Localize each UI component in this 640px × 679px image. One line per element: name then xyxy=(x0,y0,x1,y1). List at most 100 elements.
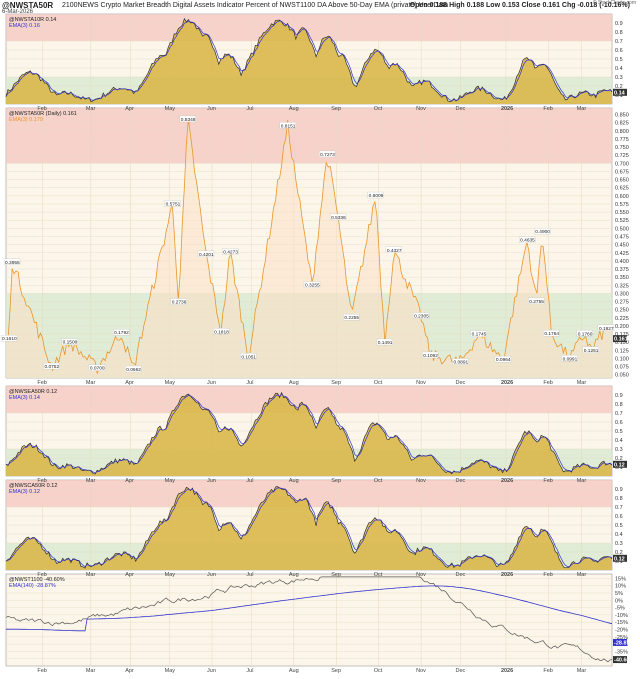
data-label: 0.5751 xyxy=(166,201,181,207)
p4-x-tick-label: Mar xyxy=(86,572,96,578)
main-y-tick-label: 0.425 xyxy=(615,251,629,257)
symbol-description: 2100NEWS Crypto Market Breadth Digital A… xyxy=(62,2,449,9)
bottom-y-tick-label: -15% xyxy=(615,620,628,626)
bottom-last-value-badge xyxy=(613,638,627,646)
top-x-tick-label: 2026 xyxy=(501,106,513,112)
main-y-tick-label: 0.475 xyxy=(615,234,629,240)
p3-y-tick-label: 0.1 xyxy=(615,465,623,471)
main-x-tick-label: Jul xyxy=(246,380,253,386)
main-x-tick-label: Feb xyxy=(37,380,46,386)
p3-y-tick-label: 0.7 xyxy=(615,411,623,417)
bottom-ema-line xyxy=(6,585,613,632)
p3-ema-line xyxy=(5,393,613,474)
data-label: 0.3955 xyxy=(5,260,20,266)
p4-y-tick-label: 0.5 xyxy=(615,523,623,529)
main-y-tick-label: 0.725 xyxy=(615,153,629,159)
bottom-last-value-badge xyxy=(613,656,627,664)
data-label-bg xyxy=(179,115,196,123)
bottom-y-tick-label: 5% xyxy=(615,591,623,597)
top-x-tick-label: Feb xyxy=(543,106,552,112)
top-y-tick-label: 0.4 xyxy=(615,66,623,72)
data-label-bg xyxy=(528,297,545,305)
main-x-tick-label: Mar xyxy=(577,380,587,386)
p3-x-tick-label: Dec xyxy=(456,478,466,484)
data-label: 0.8151 xyxy=(281,123,296,129)
main-y-tick-label: 0.225 xyxy=(615,316,629,322)
top-last-value-badge xyxy=(613,88,627,96)
p4-x-tick-label: 2026 xyxy=(501,572,513,578)
top-x-tick-label: Feb xyxy=(37,106,46,112)
data-label-bg xyxy=(0,334,18,342)
stockcharts-credit: © StockCharts.com xyxy=(592,0,636,6)
data-label-bg xyxy=(367,191,384,199)
top-legend-entry: @NWSTA10R 0.14 xyxy=(9,17,56,23)
main-x-tick-label: Sep xyxy=(331,380,341,386)
bottom-last-value-label: -40.60% xyxy=(614,658,635,664)
main-y-tick-label: 0.575 xyxy=(615,202,629,208)
data-label: 0.2305 xyxy=(414,314,429,320)
data-label: 0.5336 xyxy=(331,215,346,221)
bottom-y-tick-label: 0% xyxy=(615,598,623,604)
top-overbought-band xyxy=(6,14,612,41)
data-label-bg xyxy=(212,328,230,335)
bottom-series-line xyxy=(5,576,613,663)
bottom-x-tick-label: Apr xyxy=(125,668,134,674)
data-label: 0.0891 xyxy=(454,360,469,366)
bottom-x-tick-label: Dec xyxy=(456,668,466,674)
chart-date: 6-Mar-2026 xyxy=(2,9,34,15)
top-y-tick-label: 0.9 xyxy=(615,21,623,27)
p4-last-value-label: 0.12 xyxy=(614,556,625,562)
p3-y-tick-label: 0.5 xyxy=(615,429,623,435)
data-label: 0.4635 xyxy=(520,238,535,244)
main-last-value-label: 0.161 xyxy=(614,337,628,343)
p3-x-tick-label: Mar xyxy=(577,478,587,484)
data-label-bg xyxy=(3,258,21,266)
main-series-line xyxy=(5,118,613,374)
main-y-tick-label: 0.075 xyxy=(615,365,629,371)
data-label-bg xyxy=(376,338,393,346)
p4-x-tick-label: Apr xyxy=(125,572,134,578)
main-y-tick-label: 0.200 xyxy=(615,324,629,330)
main-y-tick-label: 0.675 xyxy=(615,169,629,175)
top-y-tick-label: 0.3 xyxy=(615,75,623,81)
data-label: 0.8348 xyxy=(181,117,196,123)
p3-x-tick-label: Apr xyxy=(125,478,134,484)
main-y-tick-label: 0.175 xyxy=(615,332,629,338)
p4-y-tick-label: 0.6 xyxy=(615,514,623,520)
main-y-tick-label: 0.150 xyxy=(615,340,629,346)
main-y-tick-label: 0.500 xyxy=(615,226,629,232)
main-x-tick-label: Apr xyxy=(125,380,134,386)
p4-x-tick-label: Sep xyxy=(331,572,341,578)
p3-area-fill xyxy=(6,392,612,476)
data-label: 0.0752 xyxy=(44,364,59,370)
data-label-bg xyxy=(561,355,578,362)
top-area-fill xyxy=(6,18,612,105)
main-y-tick-label: 0.300 xyxy=(615,291,629,297)
p3-y-tick-label: 0.3 xyxy=(615,447,623,453)
bottom-y-tick-label: -20% xyxy=(615,627,628,633)
bottom-x-tick-label: Jul xyxy=(246,668,253,674)
bottom-legend-entry: EMA(140) -28.87% xyxy=(9,583,56,589)
p3-legend-entry: EMA(3) 0.14 xyxy=(9,395,40,401)
data-label: 0.1745 xyxy=(472,332,487,338)
data-label-bg xyxy=(222,248,239,255)
p3-x-tick-label: Oct xyxy=(374,478,383,484)
top-x-tick-label: Sep xyxy=(331,106,341,112)
p3-x-tick-label: Sep xyxy=(331,478,341,484)
top-x-tick-label: Nov xyxy=(416,106,426,112)
bottom-x-tick-label: Mar xyxy=(577,668,587,674)
data-label-bg xyxy=(170,298,187,305)
data-label-bg xyxy=(534,227,551,235)
data-label: 0.1500 xyxy=(63,340,78,346)
top-y-tick-label: 0.2 xyxy=(615,84,623,90)
data-label: 0.1927 xyxy=(599,326,614,332)
p3-x-tick-label: Feb xyxy=(37,478,46,484)
data-label-bg xyxy=(385,246,402,253)
p3-x-tick-label: May xyxy=(165,478,176,484)
p3-y-tick-label: 0.9 xyxy=(615,393,623,399)
p4-series-line xyxy=(5,486,613,569)
top-y-tick-label: 0.6 xyxy=(615,48,623,54)
main-area-fill xyxy=(6,118,612,378)
data-label: 0.4900 xyxy=(535,229,550,235)
